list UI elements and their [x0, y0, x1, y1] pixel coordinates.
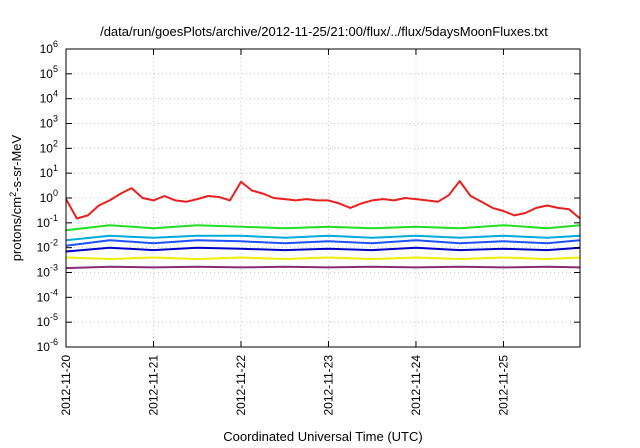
- series-line: [65, 180, 581, 220]
- x-tick-label: 2012-11-24: [409, 355, 423, 416]
- y-axis-label-superscript: 2: [8, 192, 18, 197]
- series-line: [65, 224, 581, 232]
- y-axis-label-base: protons/cm: [9, 197, 24, 261]
- x-tick-label: 2012-11-23: [321, 355, 335, 416]
- x-tick-label: 2012-11-25: [496, 355, 510, 416]
- series-line: [65, 234, 581, 242]
- x-axis-label: Coordinated Universal Time (UTC): [223, 429, 422, 444]
- y-tick-label: 103: [40, 114, 58, 131]
- y-axis-label: protons/cm2-s-sr-MeV: [8, 134, 24, 261]
- x-tick-label: 2012-11-20: [59, 355, 73, 416]
- y-tick-label: 101: [40, 163, 58, 180]
- y-tick-label: 10-3: [37, 263, 58, 280]
- y-tick-label: 10-4: [37, 287, 58, 304]
- grid-lines: [66, 49, 580, 347]
- y-tick-label: 10-2: [37, 238, 58, 255]
- series-line: [65, 256, 581, 260]
- y-tick-label: 10-1: [37, 213, 58, 230]
- axis-ticks: 10-6 10-5 10-4 10-3 10-2 10-1 100 101 102 103 104 1…: [37, 39, 580, 416]
- y-tick-label: 10-5: [37, 312, 58, 329]
- y-tick-label: 104: [40, 89, 58, 106]
- chart-title: /data/run/goesPlots/archive/2012-11-25/2…: [100, 24, 548, 39]
- y-tick-label: 106: [40, 39, 58, 56]
- y-tick-label: 102: [40, 138, 58, 155]
- x-tick-label: 2012-11-21: [146, 355, 160, 416]
- y-axis-label-rest: -s-sr-MeV: [9, 134, 24, 191]
- y-tick-label: 105: [40, 64, 58, 81]
- series-line: [65, 246, 581, 253]
- series-line: [65, 265, 581, 270]
- y-tick-label: 100: [40, 188, 58, 205]
- y-tick-label: 10-6: [37, 337, 58, 354]
- data-series: [65, 180, 581, 270]
- series-line: [65, 239, 581, 247]
- x-tick-label: 2012-11-22: [234, 355, 248, 416]
